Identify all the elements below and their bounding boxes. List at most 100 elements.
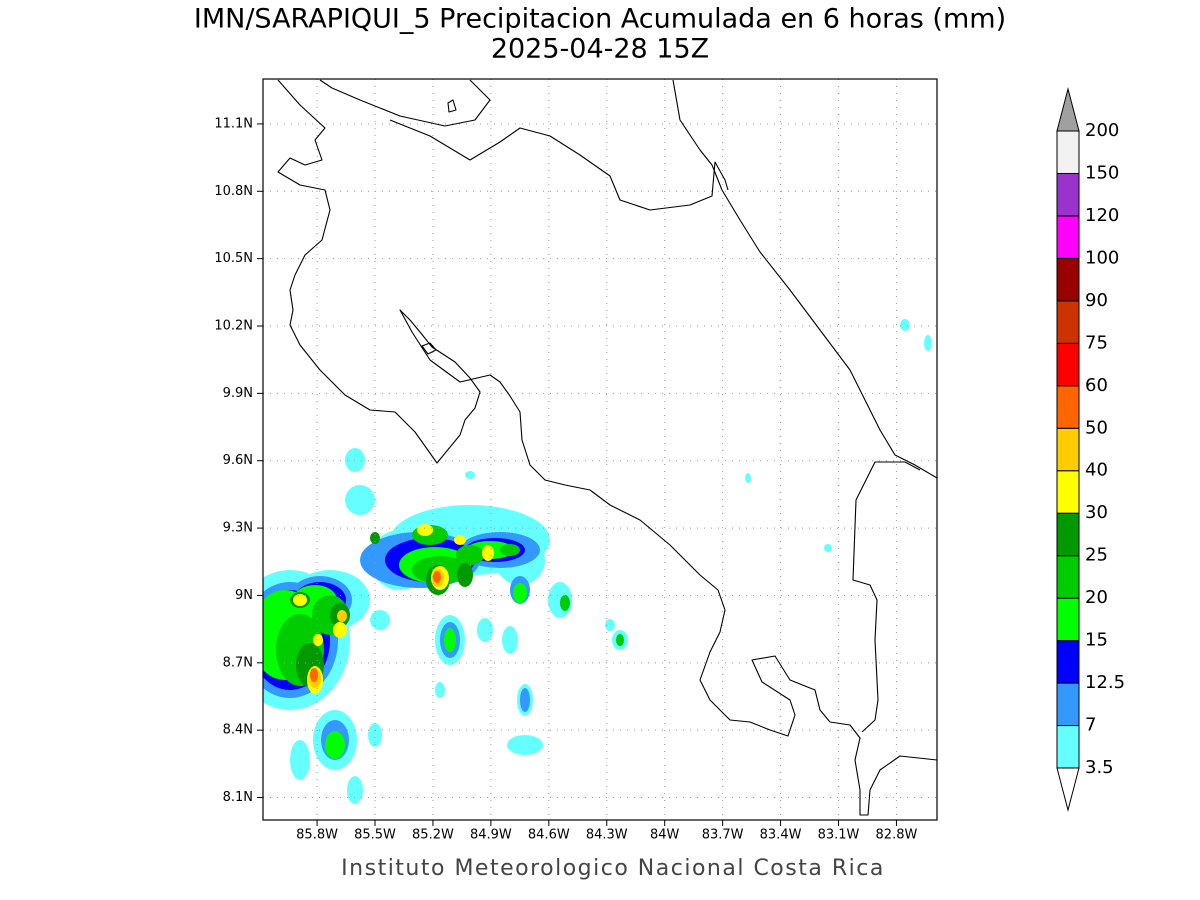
x-tick-label: 85.2W: [412, 828, 454, 843]
precip-area: [347, 776, 363, 804]
subtitle: 2025-04-28 15Z: [491, 34, 709, 65]
colorbar-label: 40: [1085, 460, 1108, 481]
precip-area: [513, 583, 527, 603]
precip-area: [502, 626, 518, 654]
caribbean-coast: [672, 79, 937, 479]
precip-area: [454, 535, 466, 545]
map-frame: [262, 78, 938, 821]
precip-area: [560, 595, 570, 611]
precip-area: [745, 473, 751, 483]
footer: Instituto Meteorologico Nacional Costa R…: [341, 856, 885, 881]
precip-area: [290, 740, 310, 780]
precip-area: [824, 544, 832, 552]
precip-area: [457, 563, 473, 587]
precip-area: [417, 524, 433, 536]
y-tick-label: 9.6N: [223, 453, 253, 468]
precip-area: [337, 610, 347, 622]
precip-area: [325, 731, 345, 759]
precip-area: [345, 485, 375, 515]
lake: [421, 342, 437, 355]
precip-area: [345, 448, 365, 472]
colorbar-label: 7: [1085, 715, 1096, 736]
y-tick-label: 10.8N: [214, 184, 253, 199]
y-tick-label: 11.1N: [214, 116, 253, 131]
x-tick-label: 85.8W: [296, 828, 338, 843]
y-tick-label: 8.1N: [223, 790, 253, 805]
y-tick-label: 10.2N: [214, 319, 253, 334]
precip-area: [605, 619, 615, 631]
colorbar-swatch: [1056, 427, 1080, 472]
colorbar-swatch: [1056, 300, 1080, 344]
colorbar-swatch: [1056, 215, 1080, 259]
colorbar-label: 60: [1085, 375, 1108, 396]
colorbar-label: 25: [1085, 545, 1108, 566]
colorbar-swatch: [1056, 470, 1080, 514]
y-tick-label: 8.4N: [223, 723, 253, 738]
precip-area: [444, 628, 456, 652]
colorbar-swatch: [1056, 257, 1080, 302]
nicaragua-border: [389, 119, 729, 211]
colorbar-swatch: [1056, 130, 1080, 174]
island: [447, 99, 457, 113]
precip-area: [477, 618, 493, 642]
nicaragua-coast: [319, 79, 491, 127]
precip-area: [370, 610, 390, 630]
colorbar-swatch: [1056, 342, 1080, 387]
x-tick-label: 84.3W: [586, 828, 628, 843]
colorbar-under: [1056, 767, 1080, 812]
colorbar-swatch: [1056, 172, 1080, 217]
colorbar-label: 30: [1085, 502, 1108, 523]
y-tick-label: 8.7N: [223, 655, 253, 670]
coastlines: [277, 79, 937, 816]
x-tick-label: 85.5W: [354, 828, 396, 843]
colorbar-label: 12.5: [1085, 672, 1125, 693]
precip-area: [616, 634, 624, 646]
y-tick-label: 9.3N: [223, 521, 253, 536]
colorbar-swatch: [1056, 640, 1080, 684]
precip-area: [482, 545, 494, 561]
x-tick-label: 82.8W: [876, 828, 918, 843]
colorbar-label: 15: [1085, 630, 1108, 651]
colorbar-label: 90: [1085, 290, 1108, 311]
colorbar-swatch: [1056, 385, 1080, 429]
precip-area: [333, 622, 347, 638]
precip-area: [507, 735, 543, 755]
x-tick-label: 84.9W: [470, 828, 512, 843]
colorbar-swatch: [1056, 597, 1080, 642]
precip-area: [293, 594, 307, 606]
colorbar-swatch: [1056, 725, 1080, 769]
y-tick-label: 10.5N: [214, 251, 253, 266]
colorbar-label: 150: [1085, 162, 1119, 183]
colorbar-swatch: [1056, 555, 1080, 599]
precip-area: [310, 668, 318, 682]
precip-area: [924, 335, 932, 351]
colorbar-label: 3.5: [1085, 757, 1114, 778]
x-tick-label: 84.6W: [528, 828, 570, 843]
x-tick-label: 83.1W: [818, 828, 860, 843]
colorbar-label: 20: [1085, 587, 1108, 608]
colorbar-label: 50: [1085, 417, 1108, 438]
colorbar-over: [1056, 87, 1080, 132]
x-tick-label: 83.4W: [760, 828, 802, 843]
title: IMN/SARAPIQUI_5 Precipitacion Acumulada …: [194, 4, 1006, 35]
grid: [263, 79, 937, 820]
panama-border: [852, 461, 921, 733]
precip-area: [465, 471, 475, 479]
precip-area: [900, 319, 910, 331]
colorbar-label: 120: [1085, 205, 1119, 226]
y-tick-label: 9.9N: [223, 386, 253, 401]
colorbar-swatch: [1056, 512, 1080, 557]
colorbar-label: 75: [1085, 332, 1108, 353]
precip-area: [435, 682, 445, 698]
axes: 85.8W 85.5W 85.2W 84.9W 84.6W 84.3W 84W 83.7W 83…: [214, 116, 917, 842]
x-tick-label: 83.7W: [702, 828, 744, 843]
pacific-coast: [277, 79, 937, 816]
precip-area: [368, 723, 382, 747]
precip-area: [456, 545, 484, 565]
colorbar-swatch: [1056, 682, 1080, 727]
colorbar-label: 100: [1085, 247, 1119, 268]
colorbar: 3.5 7 12.5 15 20 25 30 40 50 60 75 90 100 120 150 200: [1056, 87, 1125, 812]
precip-area: [313, 634, 323, 646]
